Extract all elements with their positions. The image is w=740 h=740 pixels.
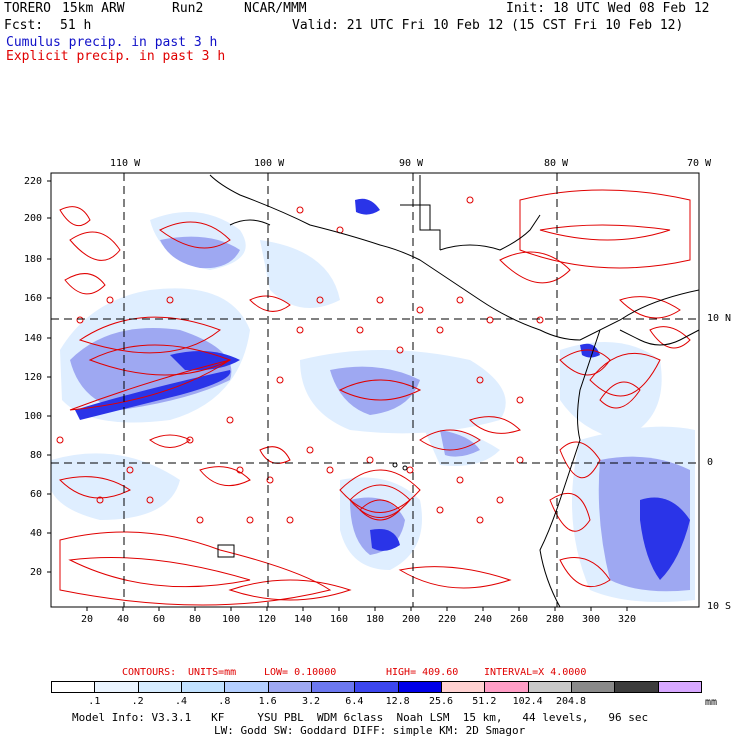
x-tick-marks (86, 607, 628, 611)
explicit-precip-contours (59, 189, 691, 606)
colorbar-cell (224, 681, 269, 693)
contours-interval: INTERVAL=X 4.0000 (484, 667, 587, 678)
lon-label-80w: 80 W (544, 158, 569, 169)
y-tick: 20 (30, 567, 43, 578)
header-model: TORERO (4, 1, 51, 16)
y-tick: 100 (24, 411, 43, 422)
colorbar-label: .4 (174, 696, 188, 707)
y-tick: 180 (24, 254, 43, 265)
y-tick: 120 (24, 372, 43, 383)
x-tick: 80 (189, 614, 202, 625)
explicit-precip-cells (56, 196, 544, 524)
header-org: NCAR/MMM (244, 1, 307, 16)
colorbar-cell (354, 681, 399, 693)
x-tick: 20 (81, 614, 94, 625)
colorbar-cell (614, 681, 659, 693)
colorbar-cell (267, 681, 312, 693)
x-tick: 320 (618, 614, 637, 625)
colorbar-cell (484, 681, 529, 693)
y-tick: 160 (24, 293, 43, 304)
title-explicit: Explicit precip. in past 3 h (6, 49, 226, 64)
y-tick-marks (47, 180, 51, 573)
x-tick: 40 (117, 614, 130, 625)
contours-units: UNITS=mm (188, 667, 237, 678)
lon-label-90w: 90 W (399, 158, 424, 169)
y-tick: 140 (24, 333, 43, 344)
header-resolution: 15km ARW (62, 1, 125, 16)
x-tick: 60 (153, 614, 166, 625)
x-tick: 160 (330, 614, 349, 625)
colorbar-cell (657, 681, 702, 693)
colorbar-label: 6.4 (345, 696, 364, 707)
y-tick: 60 (30, 489, 43, 500)
colorbar-cell (311, 681, 356, 693)
colorbar-unit: mm (705, 697, 718, 708)
x-tick: 200 (402, 614, 421, 625)
contours-low: LOW= 0.10000 (264, 667, 337, 678)
coastlines (209, 174, 699, 607)
header-init: Init: 18 UTC Wed 08 Feb 12 (506, 1, 710, 16)
colorbar-label: 1.6 (258, 696, 277, 707)
colorbar-label: 12.8 (385, 696, 410, 707)
latlon-grid (51, 173, 699, 607)
x-tick: 260 (510, 614, 529, 625)
colorbar-label: 102.4 (512, 696, 543, 707)
colorbar-cell (527, 681, 572, 693)
title-cumulus: Cumulus precip. in past 3 h (6, 35, 218, 50)
x-tick: 240 (474, 614, 493, 625)
y-tick: 200 (24, 213, 43, 224)
colorbar-cell (181, 681, 226, 693)
colorbar-label: 204.8 (555, 696, 587, 707)
x-tick: 100 (222, 614, 241, 625)
colorbar-cell (137, 681, 182, 693)
contours-label: CONTOURS: (122, 667, 177, 678)
lat-label-10n: 10 N (707, 313, 732, 324)
colorbar-label: .1 (88, 696, 101, 707)
y-tick: 80 (30, 450, 43, 461)
header-valid: Valid: 21 UTC Fri 10 Feb 12 (15 CST Fri … (292, 18, 684, 33)
lat-label-0: 0 (707, 457, 714, 468)
colorbar-label: 3.2 (301, 696, 321, 707)
header-run: Run2 (172, 1, 204, 16)
header-fcst-label: Fcst: (4, 18, 44, 33)
x-tick: 300 (582, 614, 601, 625)
model-info-line2: LW: Godd SW: Goddard DIFF: simple KM: 2D… (214, 724, 526, 737)
colorbar-label: .2 (131, 696, 144, 707)
lon-label-70w: 70 W (687, 158, 712, 169)
lon-label-100w: 100 W (254, 158, 285, 169)
colorbar-cell (571, 681, 616, 693)
model-info-line1: Model Info: V3.3.1 KF YSU PBL WDM 6class… (72, 711, 649, 724)
y-tick: 220 (24, 176, 43, 187)
colorbar-cell (397, 681, 442, 693)
x-tick: 180 (366, 614, 385, 625)
x-tick: 140 (294, 614, 313, 625)
colorbar-cell (94, 681, 139, 693)
colorbar-label: 51.2 (472, 696, 497, 707)
x-tick: 220 (438, 614, 457, 625)
colorbar-cell (51, 681, 96, 693)
x-tick: 280 (546, 614, 565, 625)
colorbar-cell (441, 681, 486, 693)
contours-high: HIGH= 409.60 (386, 667, 459, 678)
lon-label-110w: 110 W (110, 158, 141, 169)
lat-label-10s: 10 S (707, 601, 732, 612)
header-fcst-value: 51 h (60, 18, 92, 33)
colorbar-label: .8 (218, 696, 231, 707)
x-tick: 120 (258, 614, 277, 625)
colorbar-label: 25.6 (428, 696, 454, 707)
y-tick: 40 (30, 528, 43, 539)
